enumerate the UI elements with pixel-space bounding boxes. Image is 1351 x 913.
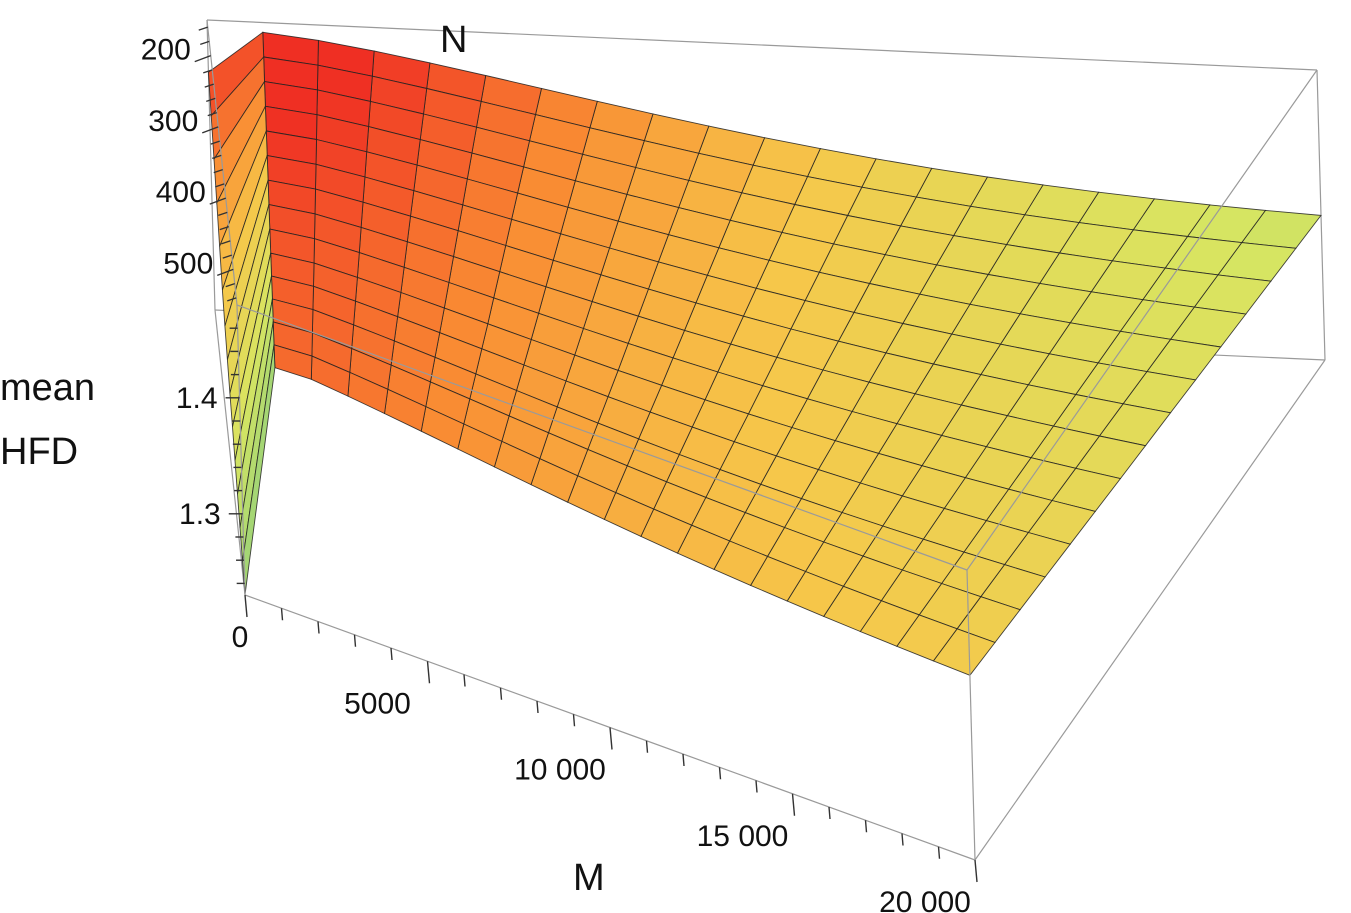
x-minor-tick [864,820,868,833]
box-edge-front [206,19,238,306]
y-tick-label: 200 [141,34,191,67]
z-axis-label-line1: mean [0,367,95,409]
y-minor-tick [219,225,229,231]
y-minor-tick [212,154,222,160]
box-edge-front [966,569,976,861]
x-minor-tick [463,674,466,687]
x-tick [426,661,431,684]
x-minor-tick [937,846,941,859]
y-tick-label: 300 [148,105,198,138]
x-minor-tick [682,753,685,767]
y-minor-tick [215,183,225,188]
box-edge-front [974,359,1326,861]
z-tick-label: 1.4 [176,382,218,415]
y-minor-tick [198,26,208,31]
y-minor-tick [222,254,232,259]
y-minor-tick [204,83,214,88]
x-minor-tick [353,634,357,647]
x-minor-tick [536,700,539,714]
x-minor-tick [645,740,649,753]
box-edge-front [236,304,968,571]
y-tick-label: 400 [156,176,206,209]
box-edge-back [214,309,246,596]
y-minor-tick [207,111,217,117]
y-axis-label: N [440,19,467,61]
y-tick [209,197,226,205]
y-minor-tick [200,40,210,46]
y-tick-label: 500 [163,247,213,280]
x-tick-label: 0 [232,621,249,654]
x-tick-label: 20 000 [879,886,971,913]
x-minor-tick [718,767,722,780]
y-minor-tick [206,97,216,103]
y-minor-tick [218,211,228,217]
x-tick [791,793,796,816]
x-minor-tick [280,608,284,621]
y-minor-tick [225,282,235,288]
x-tick-label: 15 000 [697,820,789,853]
x-tick-label: 5000 [344,687,411,720]
z-axis-label-line2: HFD [0,431,78,473]
x-minor-tick [317,621,320,634]
y-tick [202,126,219,134]
z-tick-label: 1.3 [179,498,221,531]
x-minor-tick [572,714,576,727]
x-minor-tick [499,687,503,700]
y-minor-tick [203,69,213,74]
x-tick-label: 10 000 [514,754,606,787]
x-minor-tick [901,833,904,846]
x-minor-tick [755,780,758,793]
surface-mesh [207,31,1322,676]
axis-tick-labels: 0 5000 10 000 15 000 20 000 200 300 400 500 1.3 1.… [141,34,971,913]
y-minor-tick [227,297,237,302]
x-minor-tick [390,647,393,661]
box-edge-back [206,19,216,311]
axis-ticks [194,26,978,883]
box-edge-front [966,69,1318,571]
x-tick [609,727,613,750]
x-tick [974,859,978,883]
x-axis-label: M [573,857,605,899]
y-tick [217,268,234,277]
y-minor-tick [213,168,223,174]
x-minor-tick [828,806,831,820]
y-minor-tick [221,240,231,245]
y-tick [194,54,211,63]
y-minor-tick [210,140,220,145]
box-edge-back [206,19,1318,71]
bounding-box-front [206,19,1326,861]
x-tick [244,594,248,618]
box-edge-front [236,304,246,596]
